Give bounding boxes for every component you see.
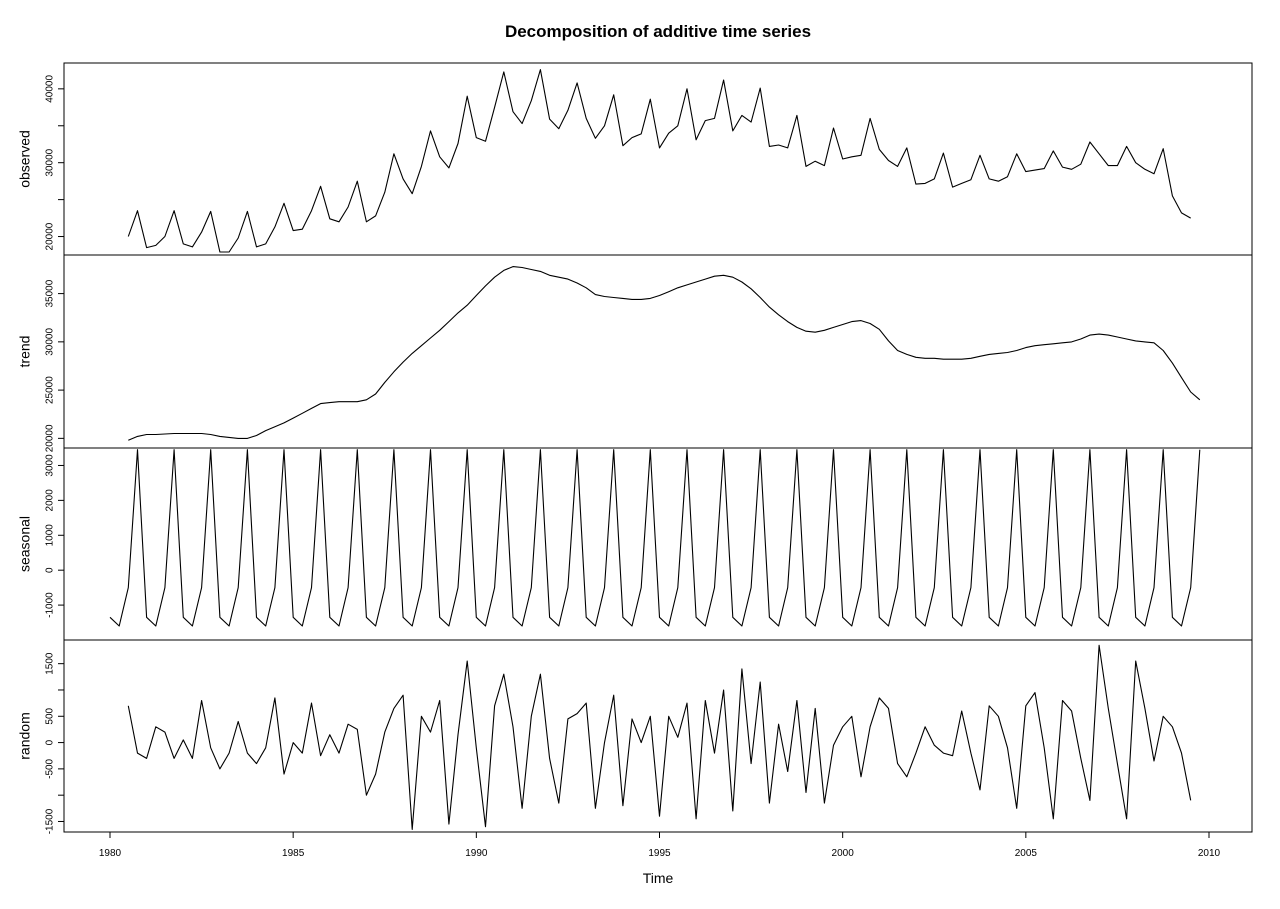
y-tick-label-seasonal: 0	[45, 567, 56, 573]
y-tick-label-trend: 30000	[45, 328, 56, 356]
y-tick-label-seasonal: 1000	[45, 524, 56, 547]
series-line-trend	[128, 266, 1201, 441]
x-tick-label: 2010	[1198, 848, 1221, 859]
y-tick-label-observed: 20000	[45, 222, 56, 250]
x-axis-label: Time	[643, 870, 674, 886]
y-tick-label-random: 500	[45, 707, 56, 724]
y-tick-label-random: -1500	[45, 808, 56, 834]
x-tick-label: 1980	[99, 848, 122, 859]
x-tick-label: 2005	[1015, 848, 1038, 859]
y-tick-label-trend: 20000	[45, 424, 56, 452]
chart-title: Decomposition of additive time series	[505, 22, 811, 41]
y-tick-label-seasonal: -1000	[45, 592, 56, 618]
y-tick-label-observed: 40000	[45, 75, 56, 103]
x-tick-label: 1985	[282, 848, 305, 859]
x-tick-label: 1995	[648, 848, 671, 859]
y-axis-label-trend: trend	[17, 336, 33, 368]
y-axis-label-seasonal: seasonal	[17, 516, 33, 572]
series-line-seasonal	[109, 449, 1201, 627]
series-line-random	[127, 644, 1192, 830]
panel-frame-trend	[63, 254, 1253, 449]
y-tick-label-trend: 25000	[45, 376, 56, 404]
y-tick-label-random: -500	[45, 758, 56, 778]
x-tick-label: 1990	[465, 848, 488, 859]
series-line-observed	[127, 69, 1191, 253]
y-tick-label-random: 0	[45, 739, 56, 745]
y-tick-label-seasonal: 2000	[45, 489, 56, 512]
y-tick-label-random: 1500	[45, 652, 56, 675]
panel-frame-seasonal	[63, 447, 1253, 641]
y-axis-label-observed: observed	[17, 130, 33, 188]
x-tick-label: 2000	[832, 848, 855, 859]
y-tick-label-seasonal: 3000	[45, 454, 56, 477]
y-axis-label-random: random	[17, 712, 33, 759]
y-tick-label-trend: 35000	[45, 279, 56, 307]
y-tick-label-observed: 30000	[45, 148, 56, 176]
